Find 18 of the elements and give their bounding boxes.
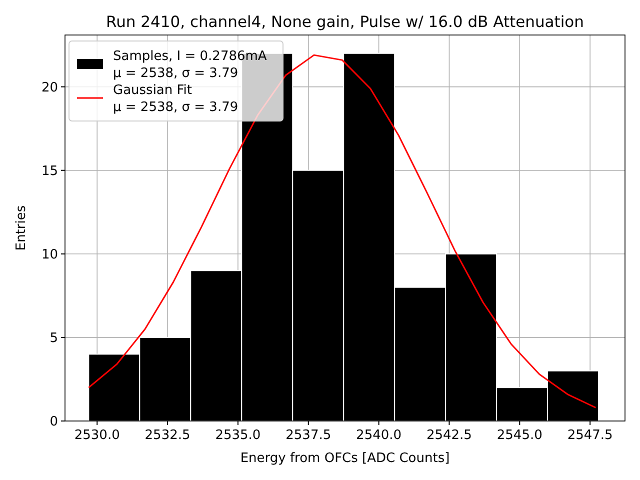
legend-label: Gaussian Fit μ = 2538, σ = 3.79: [113, 83, 238, 115]
y-tick-label: 20: [41, 80, 58, 96]
x-tick-label: 2532.5: [144, 428, 190, 443]
chart-title: Run 2410, channel4, None gain, Pulse w/ 16.0 dB Attenuation: [106, 13, 584, 31]
x-tick-label: 2537.5: [286, 428, 332, 443]
x-tick-label: 2545.0: [496, 428, 542, 443]
y-axis-title: Entries: [14, 205, 29, 251]
legend-label: Samples, I = 0.2786mA μ = 2538, σ = 3.79: [113, 49, 267, 81]
y-tick-label: 5: [50, 330, 58, 346]
x-tick-label: 2547.5: [567, 428, 613, 443]
y-tick-label: 10: [41, 247, 58, 262]
x-tick-label: 2530.0: [74, 428, 120, 443]
x-tick-label: 2535.0: [215, 428, 261, 443]
x-tick-label: 2540.0: [356, 428, 402, 443]
x-axis-title: Energy from OFCs [ADC Counts]: [240, 451, 450, 466]
x-tick-label: 2542.5: [426, 428, 472, 443]
y-tick-label: 15: [41, 164, 58, 179]
y-tick-label: 0: [50, 414, 58, 430]
